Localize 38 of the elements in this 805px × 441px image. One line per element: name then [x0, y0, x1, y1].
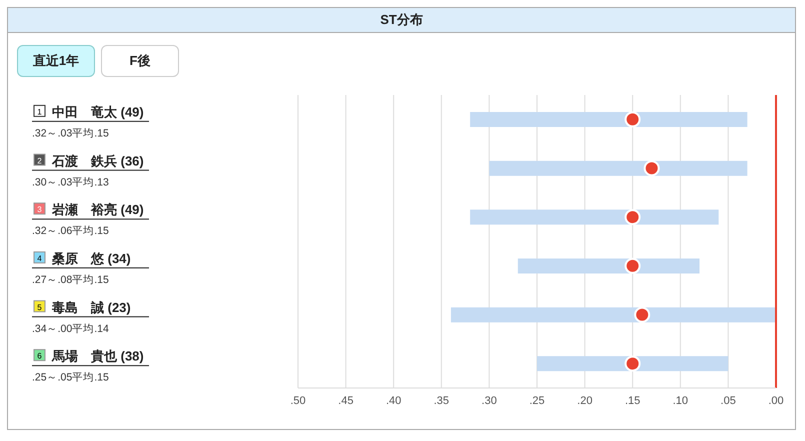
category-label: 石渡 鉄兵 (36)	[52, 153, 144, 168]
bar	[537, 356, 728, 372]
x-tick-label: .30	[482, 394, 497, 407]
bar	[489, 160, 748, 176]
x-tick-label: .50	[290, 394, 306, 407]
x-tick-label: .05	[720, 394, 736, 407]
bar	[518, 258, 700, 274]
x-tick-label: .20	[577, 394, 592, 407]
category-label: 馬場 貴也 (38)	[52, 348, 144, 364]
text: .32～.03平均.15	[32, 127, 109, 140]
x-tick-label: .35	[434, 394, 450, 407]
x-tick-label: .00	[768, 394, 784, 407]
x-tick-label: .15	[624, 394, 640, 407]
lane-number-box: 6	[34, 349, 46, 362]
text: .30～.03平均.13	[32, 176, 109, 188]
x-tick-label: .10	[672, 394, 688, 407]
lane-number-box: 2	[34, 154, 46, 166]
chart-title: ST分布	[8, 8, 795, 33]
text: .27～.08平均.15	[32, 274, 109, 286]
x-tick-label: .45	[338, 394, 354, 407]
lane-number-box: 4	[34, 251, 46, 264]
x-tick-label: .40	[386, 394, 402, 407]
category-label: 桑原 悠 (34)	[52, 250, 131, 266]
text: .34～.00平均.14	[32, 322, 109, 335]
bar	[470, 210, 719, 225]
lane-number-box: 3	[34, 202, 46, 215]
tab-button: 直近1年	[17, 45, 95, 77]
x-tick-label: .25	[529, 394, 545, 407]
category-label: 岩瀬 裕亮 (49)	[52, 202, 144, 218]
text: .32～.06平均.15	[32, 225, 109, 238]
tab-button: F後	[101, 45, 179, 77]
bar	[450, 307, 776, 322]
bar	[470, 112, 748, 127]
text: .25～.05平均.15	[32, 372, 109, 384]
lane-number-box: 1	[34, 104, 46, 117]
lane-number-box: 5	[34, 300, 46, 312]
category-label: 中田 竜太 (49)	[52, 104, 144, 120]
category-label: 毒島 誠 (23)	[52, 300, 131, 315]
